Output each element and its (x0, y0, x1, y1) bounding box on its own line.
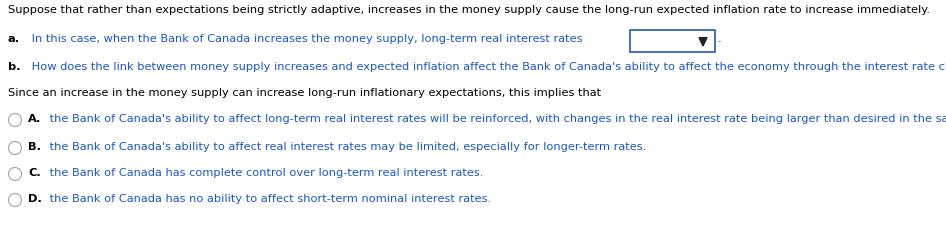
Circle shape (9, 194, 22, 207)
Circle shape (9, 142, 22, 155)
Text: a.: a. (8, 34, 20, 44)
Circle shape (9, 168, 22, 181)
Text: the Bank of Canada's ability to affect long-term real interest rates will be rei: the Bank of Canada's ability to affect l… (46, 113, 946, 124)
Text: b.: b. (8, 62, 21, 72)
FancyBboxPatch shape (630, 31, 715, 53)
Text: .: . (718, 34, 722, 44)
Text: In this case, when the Bank of Canada increases the money supply, long-term real: In this case, when the Bank of Canada in… (28, 34, 583, 44)
Text: the Bank of Canada's ability to affect real interest rates may be limited, espec: the Bank of Canada's ability to affect r… (46, 141, 646, 151)
Text: A.: A. (28, 113, 42, 124)
Text: C.: C. (28, 167, 41, 177)
Polygon shape (699, 38, 707, 47)
Text: How does the link between money supply increases and expected inflation affect t: How does the link between money supply i… (28, 62, 946, 72)
Text: the Bank of Canada has complete control over long-term real interest rates.: the Bank of Canada has complete control … (46, 167, 483, 177)
Text: Suppose that rather than expectations being strictly adaptive, increases in the : Suppose that rather than expectations be… (8, 5, 930, 15)
Circle shape (9, 114, 22, 127)
Text: Since an increase in the money supply can increase long-run inflationary expecta: Since an increase in the money supply ca… (8, 88, 601, 98)
Text: D.: D. (28, 193, 42, 203)
Text: B.: B. (28, 141, 41, 151)
Text: the Bank of Canada has no ability to affect short-term nominal interest rates.: the Bank of Canada has no ability to aff… (46, 193, 491, 203)
